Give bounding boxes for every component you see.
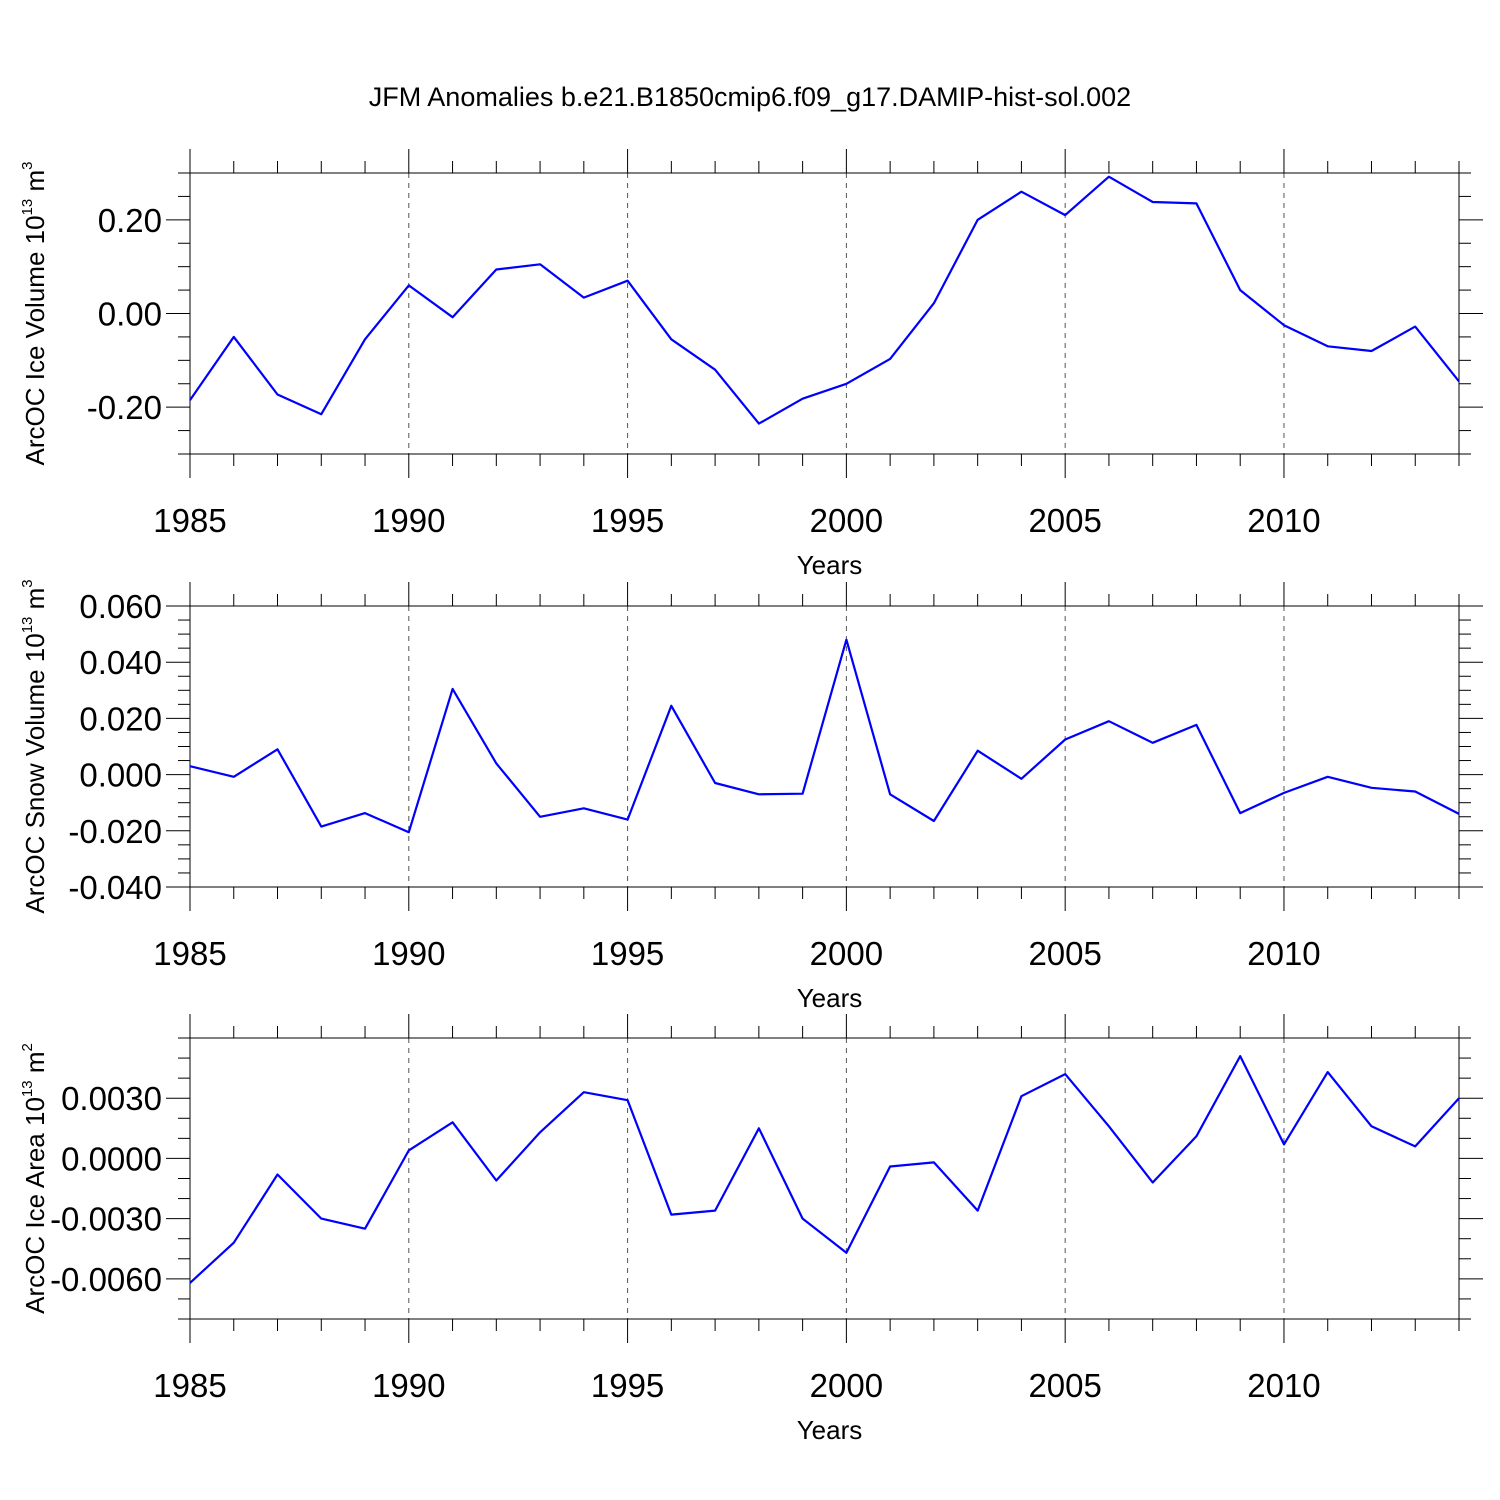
plot-frame bbox=[189, 1037, 1460, 1320]
y-axis-label: ArcOC Ice Volume 1013 m3 bbox=[19, 162, 50, 466]
plot-frame bbox=[189, 172, 1460, 455]
x-tick-label: 1990 bbox=[372, 935, 445, 972]
x-tick-label: 1985 bbox=[153, 935, 226, 972]
panel-ice-volume: -0.20 0.00 0.20 1985 1990 1995 2000 2005 2010 Yea… bbox=[19, 149, 1483, 580]
x-axis-label: Years bbox=[797, 983, 863, 1013]
y-tick-label: -0.0030 bbox=[50, 1201, 162, 1238]
x-tick-label: 2005 bbox=[1028, 935, 1101, 972]
y-axis-label: ArcOC Snow Volume 1013 m3 bbox=[19, 579, 50, 913]
x-axis-label: Years bbox=[797, 550, 863, 580]
y-tick-label: -0.040 bbox=[68, 869, 162, 906]
x-tick-label: 2010 bbox=[1247, 502, 1320, 539]
y-tick-label: 0.040 bbox=[79, 644, 162, 681]
y-axis-label: ArcOC Ice Area 1013 m2 bbox=[19, 1043, 50, 1314]
y-tick-label: 0.0030 bbox=[61, 1080, 162, 1117]
x-tick-label: 1990 bbox=[372, 502, 445, 539]
panel-ice-area: -0.0060 -0.0030 0.0000 0.0030 1985 1990 1995 20… bbox=[19, 1014, 1483, 1445]
y-tick-label: -0.0060 bbox=[50, 1261, 162, 1298]
y-tick-label: 0.20 bbox=[98, 202, 162, 239]
data-series-line bbox=[189, 638, 1460, 834]
x-tick-label: 2005 bbox=[1028, 502, 1101, 539]
x-tick-label: 1995 bbox=[591, 1367, 664, 1404]
y-tick-label: 0.00 bbox=[98, 296, 162, 333]
x-tick-label: 1985 bbox=[153, 502, 226, 539]
x-tick-label: 1985 bbox=[153, 1367, 226, 1404]
x-tick-label: 2000 bbox=[810, 502, 883, 539]
x-tick-label: 2005 bbox=[1028, 1367, 1101, 1404]
y-tick-label: -0.20 bbox=[87, 389, 162, 426]
x-tick-label: 2000 bbox=[810, 935, 883, 972]
chart-title: JFM Anomalies b.e21.B1850cmip6.f09_g17.D… bbox=[369, 82, 1131, 112]
y-tick-label: 0.0000 bbox=[61, 1140, 162, 1177]
x-tick-label: 2010 bbox=[1247, 935, 1320, 972]
plot-frame bbox=[189, 605, 1460, 888]
panel-snow-volume: -0.040 -0.020 0.000 0.020 0.040 0.060 1985 1990… bbox=[19, 579, 1483, 1013]
x-tick-label: 2000 bbox=[810, 1367, 883, 1404]
x-axis-label: Years bbox=[797, 1415, 863, 1445]
y-tick-label: 0.060 bbox=[79, 588, 162, 625]
data-series-line bbox=[189, 1054, 1460, 1284]
y-tick-label: 0.000 bbox=[79, 757, 162, 794]
y-tick-label: 0.020 bbox=[79, 700, 162, 737]
x-tick-label: 2010 bbox=[1247, 1367, 1320, 1404]
x-tick-label: 1990 bbox=[372, 1367, 445, 1404]
x-tick-label: 1995 bbox=[591, 502, 664, 539]
y-tick-label: -0.020 bbox=[68, 813, 162, 850]
x-tick-label: 1995 bbox=[591, 935, 664, 972]
data-series-line bbox=[189, 175, 1460, 425]
